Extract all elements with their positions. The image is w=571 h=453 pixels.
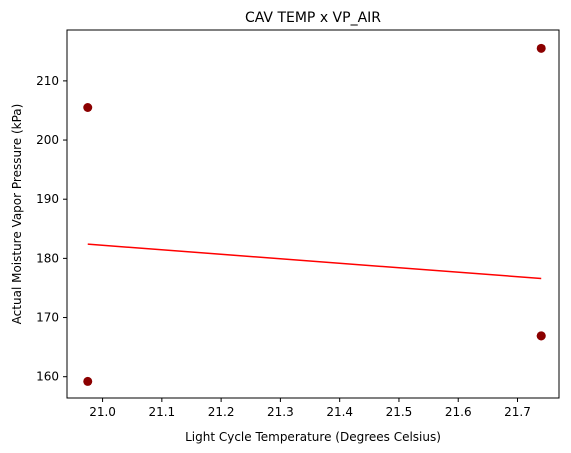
plot-area	[83, 43, 546, 386]
y-tick-label: 160	[36, 370, 59, 384]
y-axis-label: Actual Moisture Vapor Pressure (kPa)	[10, 104, 24, 325]
trend-line	[87, 243, 542, 280]
y-tick-label: 200	[36, 133, 59, 147]
scatter-point	[83, 103, 93, 113]
y-tick-label: 210	[36, 74, 59, 88]
scatter-point	[83, 376, 93, 386]
x-tick-label: 21.3	[267, 405, 294, 419]
x-tick-label: 21.2	[208, 405, 235, 419]
x-tick-label: 21.6	[445, 405, 472, 419]
y-tick-label: 170	[36, 311, 59, 325]
x-tick-label: 21.7	[504, 405, 531, 419]
y-axis: 160 170 180 190 200 210	[36, 74, 67, 384]
x-tick-label: 21.1	[148, 405, 175, 419]
chart-title: CAV TEMP x VP_AIR	[245, 10, 381, 26]
scatter-point	[536, 43, 546, 53]
x-tick-label: 21.4	[326, 405, 353, 419]
y-tick-label: 180	[36, 251, 59, 265]
scatter-point	[536, 331, 546, 341]
y-tick-label: 190	[36, 192, 59, 206]
x-tick-label: 21.5	[386, 405, 413, 419]
x-axis: 21.0 21.1 21.2 21.3 21.4 21.5 21.6 21.7	[89, 398, 531, 419]
plot-frame	[66, 29, 560, 399]
x-tick-label: 21.0	[89, 405, 116, 419]
x-axis-label: Light Cycle Temperature (Degrees Celsius…	[185, 430, 441, 444]
